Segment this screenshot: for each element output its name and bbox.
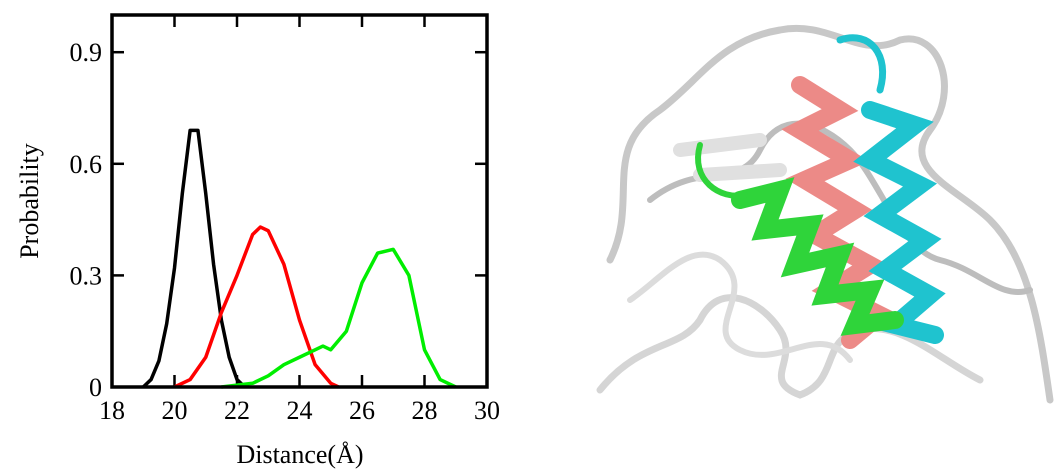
x-tick-label: 22 bbox=[224, 396, 250, 425]
x-tick-label: 24 bbox=[287, 396, 313, 425]
y-tick-label: 0.9 bbox=[70, 38, 103, 67]
y-tick-label: 0.6 bbox=[70, 150, 103, 179]
figure: Distance(Å) Probability 18 20 22 24 26 28 30 0 0… bbox=[0, 0, 1058, 475]
x-tick-label: 30 bbox=[474, 396, 500, 425]
series-line bbox=[221, 249, 455, 387]
y-axis-label: Probability bbox=[15, 143, 44, 259]
y-tick-label: 0.3 bbox=[70, 261, 103, 290]
plot-frame bbox=[112, 15, 487, 387]
series-line bbox=[175, 227, 339, 387]
x-tick-label: 26 bbox=[349, 396, 375, 425]
x-axis-label: Distance(Å) bbox=[236, 440, 363, 469]
series-line bbox=[143, 130, 245, 387]
x-tick-label: 28 bbox=[412, 396, 438, 425]
x-tick-label: 18 bbox=[99, 396, 125, 425]
x-tick-label: 20 bbox=[162, 396, 188, 425]
protein-structure bbox=[600, 28, 1050, 400]
y-tick-label: 0 bbox=[89, 373, 102, 402]
